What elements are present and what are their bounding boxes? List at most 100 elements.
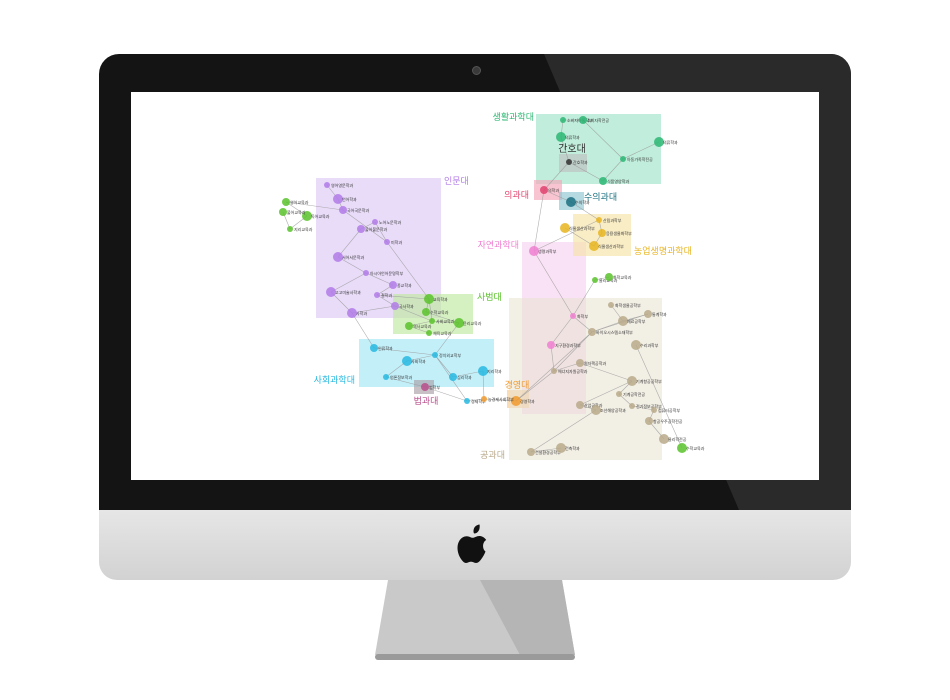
graph-node[interactable]: 정치외교학부 (432, 352, 461, 358)
node-dot[interactable] (339, 206, 347, 214)
node-dot[interactable] (598, 229, 606, 237)
graph-node[interactable]: 수학교육과 (422, 308, 449, 316)
node-dot[interactable] (560, 223, 570, 233)
node-dot[interactable] (424, 294, 434, 304)
node-dot[interactable] (560, 117, 566, 123)
graph-node[interactable]: 물리학전공 (659, 434, 687, 444)
graph-node[interactable]: 인류학과 (370, 344, 393, 352)
node-dot[interactable] (370, 344, 378, 352)
graph-node[interactable]: 법학부 (421, 383, 440, 391)
graph-node[interactable]: 윤리교육과 (454, 318, 482, 328)
graph-node[interactable]: 경영학과 (511, 396, 535, 406)
node-dot[interactable] (389, 281, 397, 289)
graph-node[interactable]: 지구환경과학부 (547, 341, 581, 349)
node-dot[interactable] (287, 226, 293, 232)
node-dot[interactable] (347, 308, 357, 318)
graph-node[interactable]: 영어교육과 (282, 198, 309, 206)
node-dot[interactable] (616, 391, 622, 397)
node-dot[interactable] (511, 396, 521, 406)
node-dot[interactable] (363, 270, 369, 276)
node-dot[interactable] (426, 330, 432, 336)
graph-node[interactable]: 체육교육과 (426, 330, 452, 336)
node-dot[interactable] (540, 186, 548, 194)
graph-node[interactable]: 사회교육과 (429, 318, 455, 324)
graph-node[interactable]: 심리학과 (449, 373, 472, 381)
graph-node[interactable]: 역사교육과 (405, 322, 432, 330)
node-dot[interactable] (302, 211, 312, 221)
graph-node[interactable]: 국사학과 (391, 302, 414, 310)
node-dot[interactable] (644, 310, 652, 318)
graph-node[interactable]: 철학과 (374, 292, 392, 298)
node-dot[interactable] (645, 417, 653, 425)
node-dot[interactable] (432, 352, 438, 358)
graph-node[interactable]: 응용생물화학부 (598, 229, 632, 237)
node-dot[interactable] (608, 302, 614, 308)
node-dot[interactable] (576, 401, 584, 409)
graph-node[interactable]: 언어학과 (333, 194, 357, 204)
node-dot[interactable] (629, 403, 635, 409)
node-dot[interactable] (478, 366, 488, 376)
graph-node[interactable]: 소비자학전공 (579, 116, 609, 124)
node-dot[interactable] (556, 132, 566, 142)
graph-node[interactable]: 사회학과 (402, 356, 426, 366)
node-dot[interactable] (579, 116, 587, 124)
node-dot[interactable] (279, 208, 287, 216)
graph-node[interactable]: 농경제사회학부 (481, 396, 514, 402)
graph-node[interactable]: 항공우주공학전공 (645, 417, 683, 425)
node-dot[interactable] (677, 443, 687, 453)
graph-node[interactable]: 의류학과 (654, 137, 678, 147)
node-dot[interactable] (605, 273, 613, 281)
graph-node[interactable]: 전기정보공학부 (629, 403, 662, 409)
graph-node[interactable]: 생명과학부 (529, 246, 557, 256)
node-dot[interactable] (592, 277, 598, 283)
graph-node[interactable]: 기계항공공학부 (627, 376, 662, 386)
graph-node[interactable]: 산업공학과 (576, 401, 603, 409)
graph-node[interactable]: 불어교육과 (279, 208, 306, 216)
graph-node[interactable]: 종교학과 (389, 281, 412, 289)
graph-node[interactable]: 간호학과 (566, 159, 588, 165)
node-dot[interactable] (464, 398, 470, 404)
node-dot[interactable] (566, 197, 576, 207)
graph-node[interactable]: 언론정보학과 (383, 374, 412, 380)
graph-node[interactable]: 화학부 (570, 313, 588, 319)
node-dot[interactable] (333, 194, 343, 204)
graph-node[interactable]: 국어국문학과 (339, 206, 369, 214)
node-dot[interactable] (620, 156, 626, 162)
graph-node[interactable]: 의류학과 (556, 132, 580, 142)
node-dot[interactable] (599, 177, 607, 185)
node-dot[interactable] (324, 182, 330, 188)
node-dot[interactable] (556, 443, 566, 453)
graph-node[interactable]: 영어영문학과 (324, 182, 353, 188)
node-dot[interactable] (333, 252, 343, 262)
node-dot[interactable] (383, 374, 389, 380)
graph-node[interactable]: 지리학과 (478, 366, 502, 376)
graph-node[interactable]: 식품영양학과 (599, 177, 629, 185)
graph-node[interactable]: 불어불문학과 (357, 225, 387, 233)
graph-node[interactable]: 조선해양공학과 (591, 405, 626, 415)
node-dot[interactable] (527, 448, 535, 456)
node-dot[interactable] (596, 217, 602, 223)
graph-node[interactable]: 건축학과 (556, 443, 580, 453)
graph-node[interactable]: 기계공학전공 (616, 391, 645, 397)
graph-node[interactable]: 식물생산과학부 (560, 223, 595, 233)
graph-node[interactable]: 아동가족학전공 (620, 156, 653, 162)
node-dot[interactable] (654, 137, 664, 147)
graph-node[interactable]: 노어노문학과 (372, 219, 401, 225)
node-dot[interactable] (618, 316, 628, 326)
graph-node[interactable]: 건설환경공학부 (527, 448, 561, 456)
node-dot[interactable] (547, 341, 555, 349)
node-dot[interactable] (429, 318, 435, 324)
graph-node[interactable]: 사학과 (347, 308, 367, 318)
graph-node[interactable]: 아시아언어문명학부 (363, 270, 403, 276)
node-dot[interactable] (651, 407, 657, 413)
node-dot[interactable] (422, 308, 430, 316)
node-dot[interactable] (449, 373, 457, 381)
node-dot[interactable] (405, 322, 413, 330)
node-dot[interactable] (421, 383, 429, 391)
graph-node[interactable]: 화학생물공학부 (608, 302, 641, 308)
node-dot[interactable] (357, 225, 365, 233)
graph-node[interactable]: 식물생산과학부 (589, 241, 624, 251)
graph-node[interactable]: 미학과 (384, 239, 402, 245)
graph-node[interactable]: 교육학과 (424, 294, 448, 304)
node-dot[interactable] (282, 198, 290, 206)
